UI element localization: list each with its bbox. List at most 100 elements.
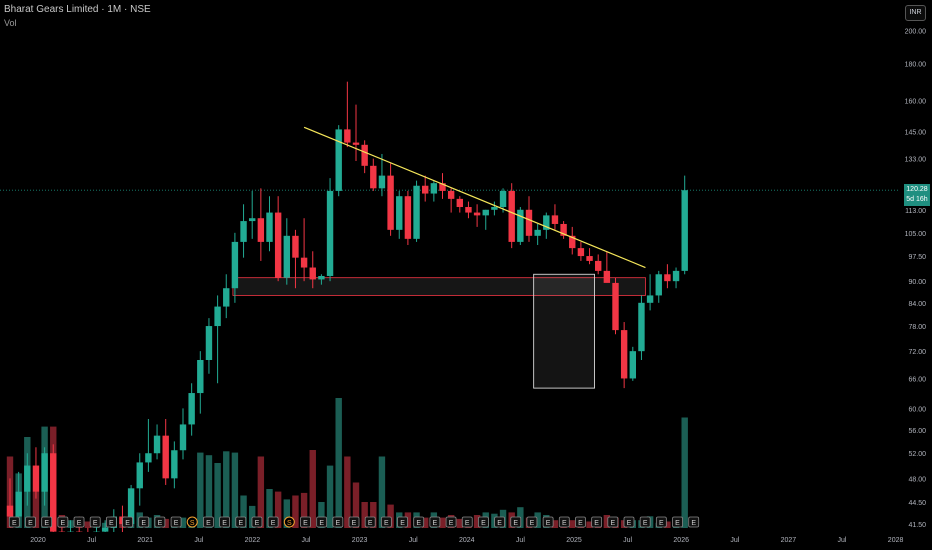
time-axis-bg	[0, 532, 932, 550]
candle-body	[586, 256, 593, 261]
earnings-marker-label: E	[497, 520, 502, 527]
candle-body	[655, 274, 662, 296]
candle-body	[127, 488, 135, 524]
time-axis-tick: Jul	[516, 537, 525, 544]
time-axis-tick: 2024	[459, 537, 475, 544]
candle-body	[517, 209, 524, 242]
time-axis-tick: 2021	[137, 537, 153, 544]
price-axis-tick: 97.50	[908, 254, 926, 261]
volume-bar	[664, 521, 671, 528]
price-axis-tick: 105.00	[905, 231, 927, 238]
earnings-marker	[591, 516, 603, 528]
earnings-marker	[138, 516, 150, 528]
candle-body	[197, 360, 204, 394]
earnings-marker-label: E	[335, 520, 340, 527]
candle-body	[370, 165, 377, 189]
candle-body	[465, 207, 472, 213]
volume-bar	[197, 452, 204, 528]
volume-bar	[569, 520, 576, 528]
earnings-marker	[235, 516, 247, 528]
price-axis-tick: 200.00	[905, 29, 927, 36]
volume-bar	[84, 521, 92, 528]
earnings-marker	[316, 516, 328, 528]
candle-body	[681, 190, 688, 271]
time-axis-tick: Jul	[730, 537, 739, 544]
split-marker	[283, 516, 295, 528]
volume-bar	[551, 520, 559, 528]
candle-body	[309, 267, 316, 280]
candle-body	[629, 351, 636, 379]
earnings-marker-label: E	[206, 520, 211, 527]
candle-body	[396, 196, 403, 230]
earnings-marker-label: E	[125, 520, 130, 527]
candle-body	[430, 183, 438, 194]
candle-body	[292, 235, 299, 258]
earnings-marker-label: E	[530, 520, 535, 527]
volume-bar	[162, 518, 169, 528]
candle-body	[352, 142, 360, 145]
currency-button[interactable]: INR	[905, 5, 926, 21]
earnings-marker-label: E	[222, 520, 227, 527]
price-axis-tick: 52.00	[908, 451, 926, 458]
candle-body	[456, 198, 463, 208]
earnings-marker	[122, 516, 133, 528]
candle-body	[664, 274, 671, 282]
time-axis-tick: Jul	[838, 537, 847, 544]
earnings-marker	[8, 516, 20, 528]
candle-body	[672, 270, 680, 282]
candle-body	[318, 275, 325, 280]
earnings-marker	[170, 516, 182, 528]
candle-body	[577, 248, 585, 257]
volume-bar	[266, 489, 273, 528]
candle-body	[188, 393, 195, 425]
volume-bar	[387, 504, 394, 528]
earnings-marker	[688, 516, 700, 528]
earnings-marker	[478, 516, 489, 528]
volume-bar	[257, 456, 265, 528]
earnings-marker-label: E	[238, 520, 243, 527]
volume-bar	[473, 515, 481, 528]
earnings-marker-label: E	[416, 520, 421, 527]
candle-body	[171, 450, 178, 479]
split-marker-label: S	[287, 520, 292, 527]
price-axis-tick: 84.00	[908, 301, 926, 308]
earnings-marker	[219, 516, 231, 528]
earnings-marker-label: E	[368, 520, 373, 527]
candle-body	[101, 527, 109, 532]
candle-body	[240, 221, 247, 242]
earnings-marker-label: E	[271, 520, 276, 527]
earnings-marker	[89, 516, 101, 528]
earnings-marker-label: E	[174, 520, 179, 527]
current-price-value: 120.28	[906, 186, 928, 193]
earnings-marker-label: E	[319, 520, 324, 527]
candle-body	[439, 183, 446, 191]
price-axis-tick: 90.00	[908, 279, 926, 286]
candle-body	[283, 235, 290, 278]
price-axis-tick: 78.00	[908, 324, 926, 331]
time-axis-tick: Jul	[409, 537, 418, 544]
volume-bar	[179, 517, 187, 528]
volume-legend[interactable]: Vol	[4, 18, 17, 28]
time-axis-tick: 2025	[566, 537, 582, 544]
candle-body	[153, 435, 161, 454]
split-marker-label: S	[190, 520, 195, 527]
earnings-marker	[154, 516, 166, 528]
earnings-marker-label: E	[44, 520, 49, 527]
earnings-marker-label: E	[675, 520, 680, 527]
earnings-marker	[655, 516, 667, 528]
earnings-marker-label: E	[659, 520, 664, 527]
earnings-marker-label: E	[109, 520, 114, 527]
price-axis-tick: 133.00	[905, 157, 927, 164]
candle-body	[162, 435, 169, 479]
candle-body	[136, 462, 143, 489]
candle-body	[560, 223, 567, 236]
candle-body	[387, 175, 394, 230]
volume-bar	[344, 456, 351, 528]
symbol-title: Bharat Gears Limited · 1M · NSE	[4, 4, 151, 15]
earnings-marker-label: E	[481, 520, 486, 527]
candle-body	[404, 196, 412, 239]
candle-body	[300, 257, 308, 268]
candle-body	[534, 229, 541, 236]
